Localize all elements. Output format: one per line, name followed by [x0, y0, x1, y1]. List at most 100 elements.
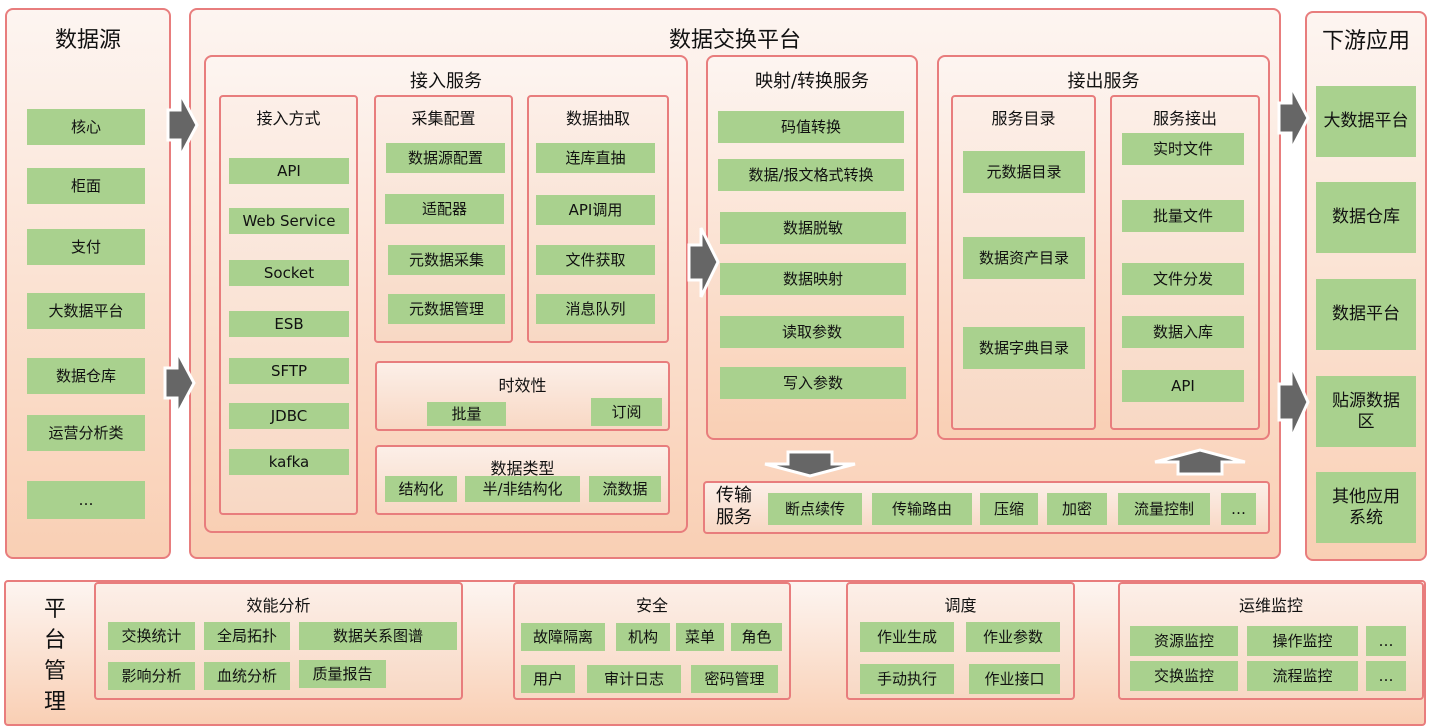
catalog-item[interactable]: 数据资产目录	[963, 237, 1085, 279]
schedule-item[interactable]: 作业生成	[860, 622, 954, 652]
collect-item[interactable]: 数据源配置	[386, 143, 505, 173]
source-item[interactable]: 数据仓库	[27, 358, 145, 394]
extract-item[interactable]: 连库直抽	[536, 143, 655, 173]
security-item[interactable]: 机构	[616, 623, 670, 651]
downstream-item[interactable]: 贴源数据区	[1316, 376, 1416, 447]
security-title: 安全	[635, 596, 668, 615]
downstream-item[interactable]: 数据平台	[1316, 279, 1416, 350]
perf-item[interactable]: 质量报告	[299, 660, 386, 688]
security-item[interactable]: 用户	[521, 665, 575, 693]
catalog-item[interactable]: 元数据目录	[963, 151, 1085, 193]
perf-item[interactable]: 数据关系图谱	[299, 622, 457, 650]
method-item[interactable]: kafka	[229, 449, 349, 475]
extract-title: 数据抽取	[565, 109, 630, 128]
source-item[interactable]: 运营分析类	[27, 415, 145, 451]
timeliness-item[interactable]: 批量	[427, 402, 506, 426]
security-item[interactable]: 审计日志	[587, 665, 681, 693]
security-item[interactable]: 菜单	[676, 623, 724, 651]
method-item[interactable]: ESB	[229, 311, 349, 337]
out-item[interactable]: 批量文件	[1122, 200, 1244, 232]
perf-item[interactable]: 影响分析	[108, 662, 195, 690]
mapping-item[interactable]: 数据/报文格式转换	[718, 159, 904, 191]
method-item[interactable]: Web Service	[229, 208, 349, 234]
catalog-item[interactable]: 数据字典目录	[963, 327, 1085, 369]
method-item[interactable]: Socket	[229, 260, 349, 286]
transport-item[interactable]: 断点续传	[768, 493, 862, 525]
ops-item[interactable]: …	[1366, 661, 1406, 691]
transport-item[interactable]: 传输路由	[872, 493, 972, 525]
collect-item[interactable]: 元数据采集	[388, 245, 505, 275]
transport-item[interactable]: …	[1221, 493, 1256, 525]
ops-item[interactable]: …	[1366, 626, 1406, 656]
arrow-right-icon	[1277, 364, 1310, 440]
mapping-item[interactable]: 码值转换	[718, 111, 904, 143]
datatype-item[interactable]: 半/非结构化	[465, 476, 580, 502]
timeliness-title: 时效性	[498, 376, 547, 395]
source-item[interactable]: 大数据平台	[27, 293, 145, 329]
security-item[interactable]: 密码管理	[691, 665, 778, 693]
platform-title: 数据交换平台	[668, 28, 801, 53]
datatype-title: 数据类型	[490, 459, 555, 478]
perf-item[interactable]: 全局拓扑	[204, 622, 290, 650]
timeliness-item[interactable]: 订阅	[591, 398, 662, 426]
ingest-title: 接入服务	[410, 71, 482, 92]
source-panel: 数据源	[5, 8, 171, 559]
schedule-item[interactable]: 作业参数	[966, 622, 1060, 652]
out-item[interactable]: 文件分发	[1122, 263, 1244, 295]
perf-item[interactable]: 交换统计	[108, 622, 195, 650]
schedule-item[interactable]: 作业接口	[969, 664, 1060, 694]
source-title: 数据源	[54, 28, 121, 53]
ops-item[interactable]: 交换监控	[1130, 661, 1238, 691]
mapping-title: 映射/转换服务	[754, 71, 870, 92]
ops-item[interactable]: 资源监控	[1130, 626, 1238, 656]
extract-item[interactable]: 消息队列	[536, 294, 655, 324]
perf-item[interactable]: 血统分析	[204, 662, 290, 690]
transport-item[interactable]: 加密	[1047, 493, 1107, 525]
mapping-item[interactable]: 写入参数	[720, 367, 906, 399]
mapping-item[interactable]: 数据脱敏	[720, 212, 906, 244]
source-item[interactable]: 柜面	[27, 168, 145, 204]
security-item[interactable]: 故障隔离	[521, 623, 605, 651]
method-item[interactable]: JDBC	[229, 403, 349, 429]
transport-item[interactable]: 流量控制	[1118, 493, 1210, 525]
security-item[interactable]: 角色	[731, 623, 782, 651]
datatype-item[interactable]: 结构化	[385, 476, 457, 502]
source-item[interactable]: 支付	[27, 229, 145, 265]
downstream-item[interactable]: 数据仓库	[1316, 182, 1416, 253]
timeliness-panel: 时效性	[375, 361, 670, 431]
out-item[interactable]: 数据入库	[1122, 316, 1244, 348]
extract-item[interactable]: API调用	[536, 195, 655, 225]
arrow-right-icon	[687, 227, 720, 298]
method-item[interactable]: API	[229, 158, 349, 184]
arrow-down-icon	[764, 450, 856, 478]
out-item[interactable]: API	[1122, 370, 1244, 402]
downstream-item[interactable]: 大数据平台	[1316, 86, 1416, 157]
out-title: 服务接出	[1152, 109, 1217, 128]
ops-item[interactable]: 操作监控	[1247, 626, 1358, 656]
downstream-title: 下游应用	[1321, 29, 1410, 54]
arrow-right-icon	[166, 92, 199, 158]
perf-title: 效能分析	[246, 596, 311, 615]
collect-item[interactable]: 元数据管理	[388, 294, 505, 324]
arrow-right-icon	[163, 350, 196, 416]
management-title: 平台管理	[44, 597, 67, 715]
downstream-item[interactable]: 其他应用系统	[1316, 472, 1416, 543]
source-item[interactable]: …	[27, 481, 145, 519]
collect-item[interactable]: 适配器	[385, 194, 504, 224]
ops-item[interactable]: 流程监控	[1247, 661, 1358, 691]
mapping-item[interactable]: 读取参数	[720, 316, 904, 348]
mapping-item[interactable]: 数据映射	[720, 263, 906, 295]
extract-item[interactable]: 文件获取	[536, 245, 655, 275]
transport-item[interactable]: 压缩	[980, 493, 1038, 525]
method-item[interactable]: SFTP	[229, 358, 349, 384]
schedule-title: 调度	[944, 596, 977, 615]
methods-title: 接入方式	[256, 109, 321, 128]
ops-title: 运维监控	[1238, 596, 1303, 615]
source-item[interactable]: 核心	[27, 109, 145, 145]
transport-title: 传输服务	[716, 485, 752, 528]
out-item[interactable]: 实时文件	[1122, 133, 1244, 165]
egress-title: 接出服务	[1067, 71, 1140, 92]
arrow-up-icon	[1154, 448, 1246, 476]
datatype-item[interactable]: 流数据	[589, 476, 661, 502]
schedule-item[interactable]: 手动执行	[860, 664, 954, 694]
